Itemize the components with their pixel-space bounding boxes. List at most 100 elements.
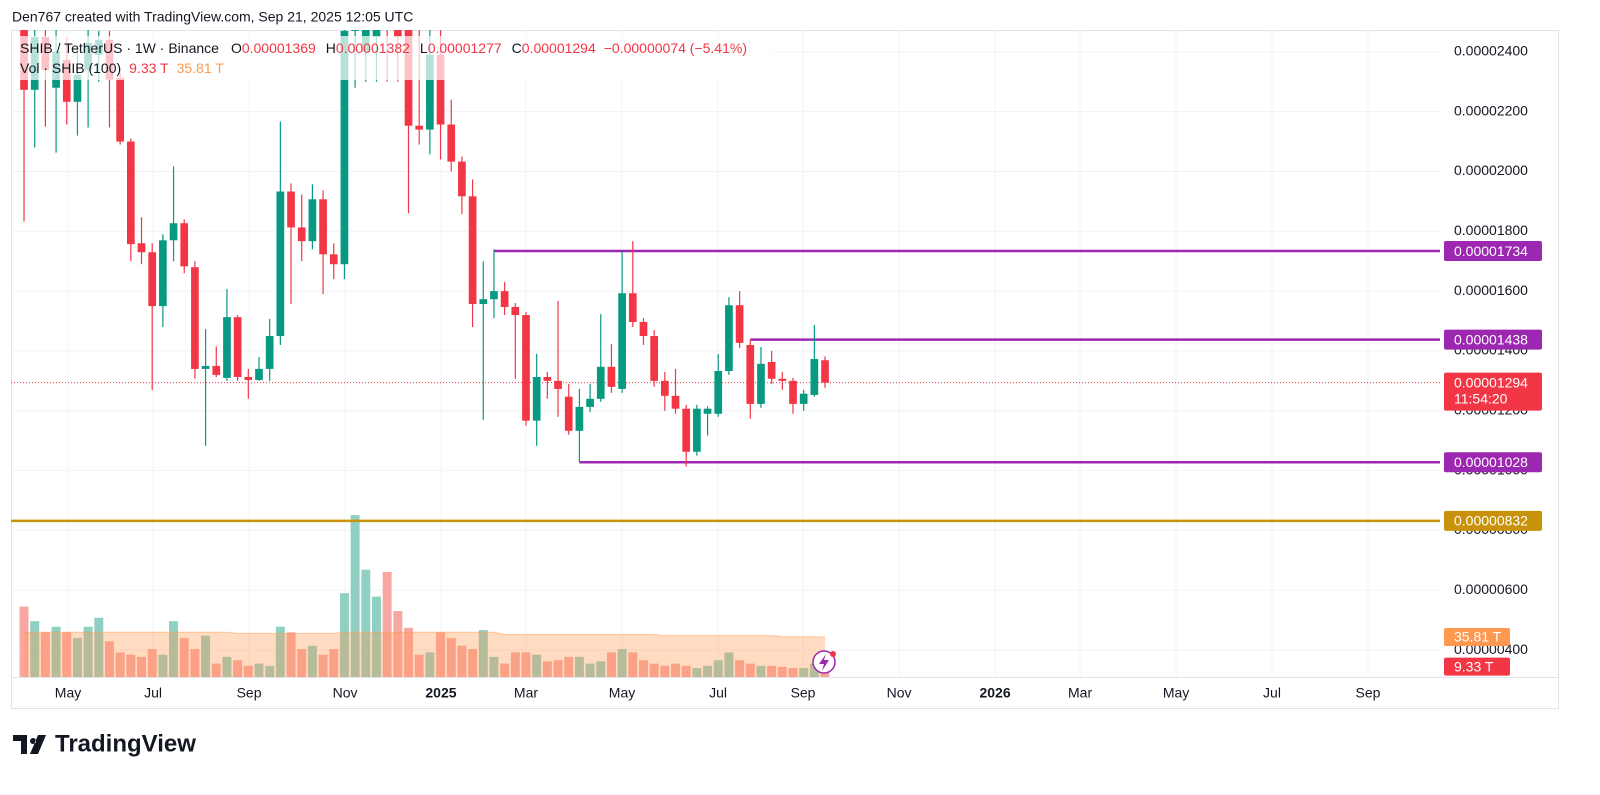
volume-bar xyxy=(137,656,146,677)
ohlc-value: 0.00001382 xyxy=(336,40,410,56)
levels xyxy=(11,249,1440,523)
candle-body xyxy=(372,30,381,37)
candle-body xyxy=(340,30,349,265)
volume-ma-value: 35.81 T xyxy=(177,60,225,76)
candle-body xyxy=(73,74,82,102)
volume-bar xyxy=(457,645,467,677)
candle-body xyxy=(458,161,466,197)
candle-body xyxy=(789,380,797,404)
volume-bar xyxy=(809,663,819,677)
y-tick-label: 0.00002400 xyxy=(1454,43,1528,59)
candle-body xyxy=(564,396,573,431)
volume-bar xyxy=(393,611,403,677)
volume-bar xyxy=(606,652,616,677)
candle-body xyxy=(746,344,755,404)
volume-bar xyxy=(350,514,360,677)
volume-tag xyxy=(1444,627,1510,646)
candle-body xyxy=(180,223,189,267)
candle-body xyxy=(650,336,659,381)
candle-body xyxy=(201,365,210,369)
volume-bar xyxy=(638,660,648,677)
volume-bar xyxy=(83,626,93,677)
volume-value: 9.33 T xyxy=(129,60,169,76)
candle-body xyxy=(596,366,605,399)
volume-bar xyxy=(307,645,317,677)
volume-tag-label: 9.33 T xyxy=(1454,658,1494,674)
candle-body xyxy=(660,380,669,396)
volume-bar xyxy=(617,649,627,677)
ohlc-key: L xyxy=(420,40,428,56)
volume-bar xyxy=(126,654,136,677)
volume-bar xyxy=(318,654,328,677)
candle-body xyxy=(618,293,626,389)
volume-bar xyxy=(361,569,371,677)
volume-bar xyxy=(179,637,189,677)
volume-bar xyxy=(585,663,595,677)
candle-body xyxy=(554,380,562,389)
volume-bar xyxy=(745,663,755,677)
volume-bar xyxy=(521,652,531,677)
volume-bar xyxy=(628,652,638,677)
y-tick-label: 0.00002200 xyxy=(1454,102,1528,118)
candle-body xyxy=(522,315,530,421)
candle-body xyxy=(511,306,520,316)
volume-bar xyxy=(414,654,424,677)
volume-legend: Vol · SHIB (100) 9.33 T 35.81 T xyxy=(20,60,224,76)
candle-body xyxy=(500,291,509,307)
candle-body xyxy=(137,243,146,253)
candle-body xyxy=(767,362,776,379)
candle-body xyxy=(265,336,274,369)
candle-body xyxy=(490,291,498,300)
volume-bar xyxy=(681,665,691,677)
candle-body xyxy=(329,254,338,265)
volume-bar xyxy=(104,641,114,677)
x-tick-label: Jul xyxy=(709,685,727,701)
level-tag xyxy=(1444,452,1542,473)
volume-bar xyxy=(371,596,381,677)
volume-bar xyxy=(724,652,734,677)
volume-bar xyxy=(30,621,40,677)
change: −0.00000074 (−5.41%) xyxy=(604,40,747,56)
level-tag-label: 0.00001438 xyxy=(1454,331,1528,347)
legend: SHIB / TetherUS · 1W · Binance O0.0000136… xyxy=(14,36,774,80)
volume-pane xyxy=(19,514,830,677)
volume-ma-line xyxy=(24,631,826,638)
volume-bar xyxy=(574,656,584,677)
candle-body xyxy=(671,395,680,409)
candle-body xyxy=(628,293,637,322)
candle-body xyxy=(351,30,359,31)
volume-bar xyxy=(735,660,745,677)
symbol: SHIB / TetherUS · 1W · Binance xyxy=(20,40,219,56)
candle-body xyxy=(543,376,552,381)
candle-body xyxy=(735,305,744,343)
volume-bar xyxy=(596,661,606,677)
x-tick-label: Jul xyxy=(1263,685,1281,701)
ohlc-value: 0.00001277 xyxy=(428,40,502,56)
candle-body xyxy=(116,77,124,142)
volume-bar xyxy=(233,660,243,677)
volume-bar xyxy=(94,617,104,677)
candle-body xyxy=(233,317,242,377)
level-tag xyxy=(1444,329,1542,350)
volume-bar xyxy=(446,637,456,677)
candle-body xyxy=(447,124,456,162)
volume-bar xyxy=(510,652,520,677)
level-tag xyxy=(1444,510,1542,531)
candle-body xyxy=(319,199,327,255)
volume-bar xyxy=(799,668,809,677)
x-tick-label: Sep xyxy=(1356,685,1381,701)
ohlc-value: 0.00001294 xyxy=(522,40,596,56)
volume-bar xyxy=(40,632,50,677)
volume-bar xyxy=(169,621,179,677)
volume-bar xyxy=(158,654,168,677)
volume-bar xyxy=(542,661,552,677)
volume-bar xyxy=(72,637,82,677)
candle-body xyxy=(682,408,691,452)
axes: May Jul Sep Nov 2025 Mar May Jul Sep Nov 2026 Mar Ma… xyxy=(55,43,1528,701)
volume-bar xyxy=(404,627,413,677)
replay-icon[interactable] xyxy=(812,650,836,674)
ohlc-key: C xyxy=(512,40,522,56)
volume-tag xyxy=(1444,657,1510,676)
